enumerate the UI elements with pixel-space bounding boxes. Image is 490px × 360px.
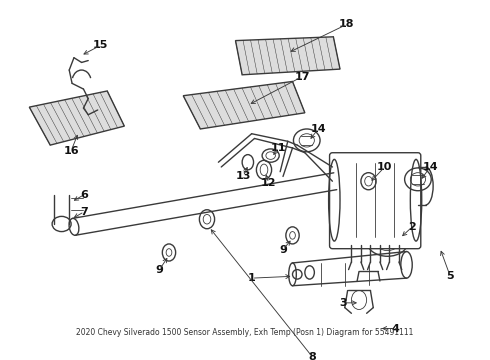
- Text: 18: 18: [339, 19, 354, 30]
- Text: 14: 14: [310, 124, 326, 134]
- Polygon shape: [29, 91, 124, 145]
- Text: 13: 13: [235, 171, 251, 181]
- Text: 10: 10: [377, 162, 392, 172]
- FancyBboxPatch shape: [330, 153, 421, 249]
- Text: 14: 14: [422, 162, 438, 172]
- Text: 7: 7: [80, 207, 88, 217]
- Text: 3: 3: [339, 298, 347, 308]
- Text: 17: 17: [294, 72, 310, 82]
- Text: 5: 5: [446, 271, 454, 281]
- Text: 1: 1: [248, 273, 255, 283]
- Text: 9: 9: [279, 245, 287, 255]
- Polygon shape: [183, 81, 305, 129]
- Text: 2020 Chevy Silverado 1500 Sensor Assembly, Exh Temp (Posn 1) Diagram for 5549111: 2020 Chevy Silverado 1500 Sensor Assembl…: [76, 328, 414, 337]
- Text: 6: 6: [80, 189, 88, 199]
- Text: 15: 15: [93, 40, 108, 50]
- Polygon shape: [236, 37, 340, 75]
- Text: 12: 12: [261, 178, 276, 188]
- Text: 8: 8: [309, 352, 317, 360]
- Text: 4: 4: [391, 324, 399, 333]
- Text: 9: 9: [155, 265, 164, 275]
- Text: 11: 11: [270, 143, 286, 153]
- Text: 16: 16: [63, 146, 79, 156]
- Text: 2: 2: [408, 222, 416, 232]
